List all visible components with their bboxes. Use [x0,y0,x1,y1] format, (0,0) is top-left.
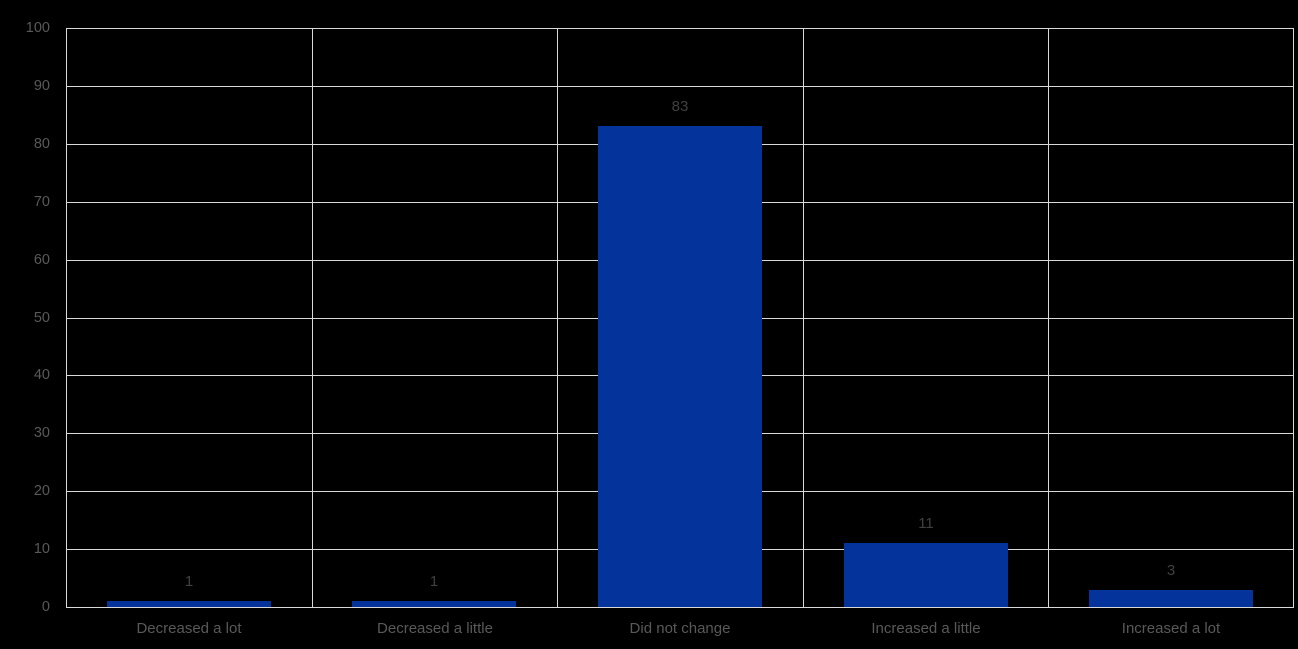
bar-decreased-a-little [352,601,516,607]
gridline-vertical-5 [1293,28,1294,607]
y-tick-label-100: 100 [25,20,50,36]
gridline-vertical-4 [1048,28,1049,607]
bar-decreased-a-lot [107,601,271,607]
y-tick-label-50: 50 [33,310,50,326]
gridline-vertical-1 [312,28,313,607]
y-tick-label-40: 40 [33,367,50,383]
x-category-label-increased-a-lot: Increased a lot [1121,620,1221,637]
y-tick-label-20: 20 [33,483,50,499]
y-tick-label-90: 90 [33,78,50,94]
bar-value-label-decreased-a-little: 1 [429,573,439,590]
gridline-vertical-2 [557,28,558,607]
y-tick-label-70: 70 [33,194,50,210]
bar-increased-a-little [844,543,1008,607]
bar-value-label-increased-a-lot: 3 [1166,562,1176,579]
x-category-label-decreased-a-little: Decreased a little [377,620,493,637]
bar-increased-a-lot [1089,590,1253,607]
gridline-horizontal-0 [66,607,1294,608]
gridline-horizontal-100 [66,28,1294,29]
bar-value-label-increased-a-little: 11 [918,515,934,532]
y-tick-label-80: 80 [33,136,50,152]
plot-area: 1 1 83 11 3 [66,28,1294,608]
y-tick-label-30: 30 [33,425,50,441]
x-category-label-increased-a-little: Increased a little [871,620,981,637]
bar-value-label-did-not-change: 83 [671,98,689,115]
y-tick-label-60: 60 [33,252,50,268]
x-category-label-decreased-a-lot: Decreased a lot [136,620,242,637]
y-axis-line [66,28,67,607]
bar-did-not-change [598,126,762,607]
y-tick-label-0: 0 [41,599,50,615]
x-category-label-did-not-change: Did not change [629,620,731,637]
bar-value-label-decreased-a-lot: 1 [184,573,194,590]
gridline-vertical-3 [803,28,804,607]
gridline-horizontal-90 [66,86,1294,87]
y-tick-label-10: 10 [33,541,50,557]
